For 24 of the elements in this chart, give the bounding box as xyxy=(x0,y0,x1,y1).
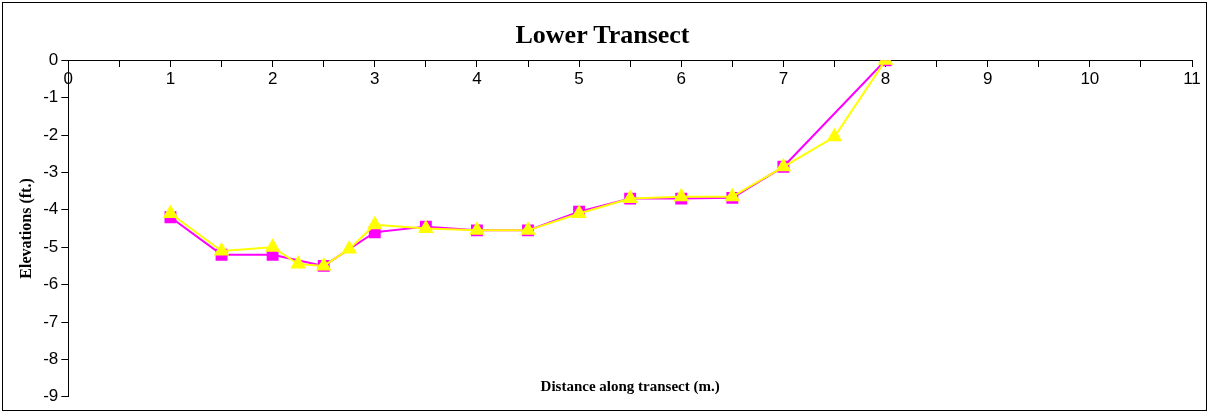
x-tick-label: 11 xyxy=(1183,69,1201,89)
x-tick-label: 8 xyxy=(880,69,891,89)
y-tick-label: 0 xyxy=(48,49,59,69)
x-tick-label: 10 xyxy=(1080,69,1100,89)
x-tick-label: 7 xyxy=(778,69,789,89)
y-tick-label: -1 xyxy=(43,87,59,107)
y-tick-label: -7 xyxy=(43,311,59,331)
y-tick-label: -2 xyxy=(43,124,59,144)
x-tick-label: 5 xyxy=(574,69,584,89)
x-tick-label: 3 xyxy=(370,69,380,89)
x-tick-label: 4 xyxy=(472,69,482,89)
y-tick-label: -5 xyxy=(43,236,59,256)
y-axis-title: Elevations (ft.) xyxy=(16,178,35,279)
x-tick-label: 1 xyxy=(165,69,176,89)
x-tick-label: 2 xyxy=(267,69,278,89)
x-tick-label: 6 xyxy=(676,69,686,89)
y-tick-label: -4 xyxy=(43,199,59,219)
y-tick-label: -8 xyxy=(43,349,59,369)
y-tick-label: -3 xyxy=(43,162,59,182)
chart-title: Lower Transect xyxy=(515,20,690,50)
x-axis-title: Distance along transect (m.) xyxy=(540,378,720,396)
x-tick-label: 9 xyxy=(982,69,993,89)
y-tick-label: -6 xyxy=(43,274,59,294)
y-tick-label: -9 xyxy=(43,386,59,406)
